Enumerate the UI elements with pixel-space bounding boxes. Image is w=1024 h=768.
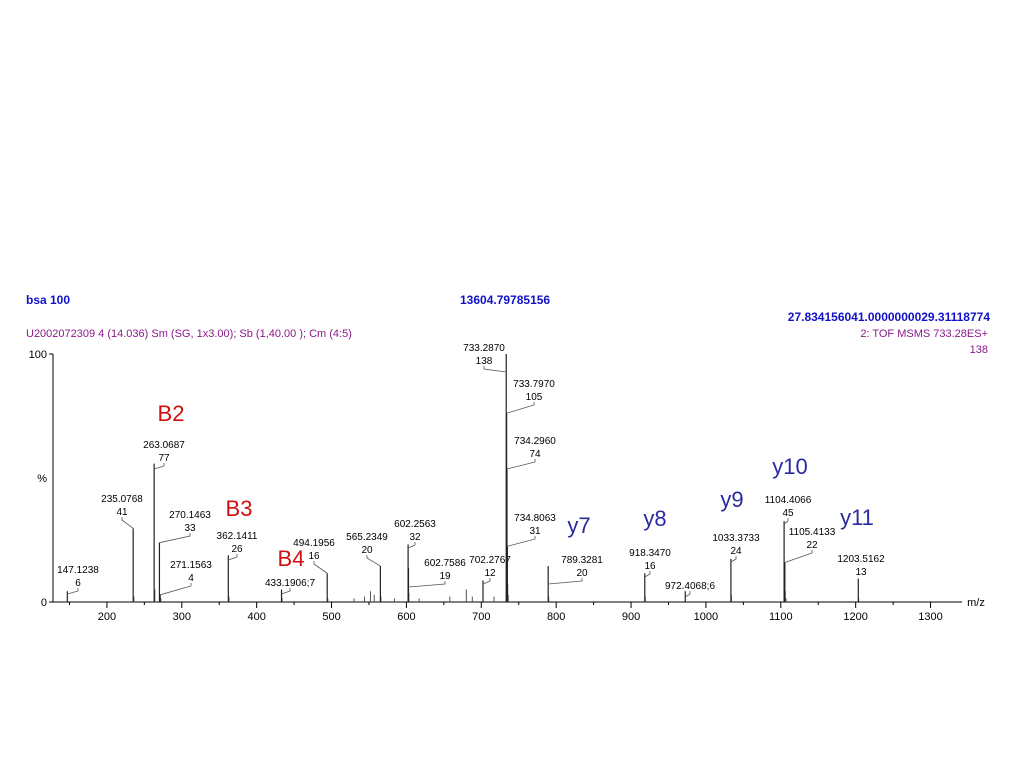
sample-name: bsa 100 — [26, 293, 71, 307]
peak-intensity-label: 6 — [75, 578, 81, 589]
peak-intensity-label: 13 — [855, 567, 867, 578]
retention-value: 27.834156041.0000000029.31118774 — [787, 310, 990, 324]
peak-intensity-label: 4 — [188, 573, 194, 584]
peak-leader-line — [483, 366, 507, 373]
scan-info: 2: TOF MSMS 733.28ES+ — [860, 328, 988, 340]
peak-leader-line — [281, 588, 291, 595]
peak-leader-line — [482, 578, 491, 585]
x-tick-label: 1200 — [843, 611, 867, 623]
ion-label-y7: y7 — [567, 513, 590, 538]
ion-label-b4: B4 — [278, 546, 305, 571]
peak-mz-label: 733.2870 — [463, 343, 505, 354]
peak-intensity-label: 24 — [730, 546, 742, 557]
peak-leader-line — [159, 533, 191, 544]
peak-mz-label: 733.7970 — [513, 379, 555, 390]
peak-mz-label: 263.0687 — [143, 440, 185, 451]
peak-mz-label: 602.7586 — [424, 558, 466, 569]
peak-mz-label: 602.2563 — [394, 519, 436, 530]
y-tick-label: 100 — [29, 349, 47, 361]
y-axis-label: % — [37, 473, 47, 485]
peak-mz-label: 1104.4066 — [765, 495, 812, 506]
peak-intensity-label: 12 — [484, 568, 496, 579]
peak-leader-line — [730, 556, 737, 563]
peak-intensity-label: 32 — [409, 532, 421, 543]
peak-intensity-label: 20 — [361, 545, 373, 556]
peak-mz-label: 235.0768 — [101, 494, 143, 505]
peak-mz-label: 1203.5162 — [837, 554, 885, 565]
peak-leader-line — [507, 536, 536, 547]
peak-mz-label: 433.1906;7 — [265, 578, 315, 589]
peak-intensity-label: 20 — [576, 568, 588, 579]
peak-intensity-label: 74 — [529, 449, 541, 460]
x-tick-label: 200 — [98, 611, 116, 623]
peak-mz-label: 494.1956 — [293, 538, 335, 549]
peak-intensity-label: 22 — [806, 540, 818, 551]
x-tick-label: 1000 — [694, 611, 718, 623]
peak-leader-line — [506, 459, 536, 470]
peak-intensity-label: 19 — [439, 571, 451, 582]
peak-intensity-label: 26 — [231, 544, 243, 555]
peak-mz-label: 270.1463 — [169, 510, 211, 521]
x-tick-label: 1100 — [769, 611, 793, 623]
x-tick-label: 300 — [173, 611, 191, 623]
peak-leader-line — [121, 517, 134, 529]
peak-mz-label: 734.2960 — [514, 436, 556, 447]
peak-mz-label: 918.3470 — [629, 548, 671, 559]
peak-mz-label: 271.1563 — [170, 560, 212, 571]
x-tick-label: 1300 — [918, 611, 942, 623]
peak-leader-line — [160, 583, 192, 596]
peak-leader-line — [408, 581, 446, 588]
peak-leader-line — [784, 550, 813, 563]
x-tick-label: 600 — [397, 611, 415, 623]
peak-intensity-label: 16 — [308, 551, 320, 562]
ion-label-y11: y11 — [840, 505, 874, 530]
peak-intensity-label: 77 — [158, 453, 170, 464]
peak-intensity-label: 45 — [782, 508, 794, 519]
peak-leader-line — [685, 591, 691, 598]
x-axis-label: m/z — [967, 597, 985, 609]
peak-mz-label: 147.1238 — [57, 565, 99, 576]
peak-mz-label: 1105.4133 — [789, 527, 836, 538]
x-tick-label: 800 — [547, 611, 565, 623]
peak-intensity-label: 105 — [526, 392, 543, 403]
peak-leader-line — [644, 571, 651, 578]
peak-intensity-label: 33 — [184, 523, 196, 534]
max-intensity: 138 — [969, 344, 988, 356]
y-tick-label: 0 — [41, 597, 47, 609]
x-tick-label: 400 — [247, 611, 265, 623]
peak-leader-line — [407, 542, 416, 549]
peak-mz-label: 362.1411 — [217, 531, 258, 542]
peak-intensity-label: 138 — [476, 356, 493, 367]
peak-leader-line — [366, 555, 381, 567]
x-tick-label: 700 — [472, 611, 490, 623]
x-tick-label: 500 — [322, 611, 340, 623]
peak-mz-label: 1033.3733 — [712, 533, 760, 544]
peak-leader-line — [228, 554, 238, 561]
peak-leader-line — [154, 463, 165, 470]
peak-intensity-label: 16 — [644, 561, 656, 572]
ion-label-y8: y8 — [643, 506, 666, 531]
peak-intensity-label: 41 — [116, 507, 128, 518]
ion-label-b3: B3 — [226, 496, 253, 521]
peak-mz-label: 565.2349 — [346, 532, 388, 543]
ion-label-b2: B2 — [158, 401, 185, 426]
ion-label-y10: y10 — [772, 454, 807, 479]
peak-leader-line — [506, 402, 535, 414]
peak-leader-line — [313, 561, 328, 574]
peak-mz-label: 734.8063 — [514, 513, 556, 524]
peak-leader-line — [783, 518, 789, 525]
peak-leader-line — [548, 578, 583, 585]
peak-mz-label: 702.2767 — [469, 555, 511, 566]
ion-label-y9: y9 — [720, 487, 743, 512]
base-peak-value: 13604.79785156 — [460, 293, 551, 307]
peak-intensity-label: 31 — [529, 526, 541, 537]
peak-mz-label: 972.4068;6 — [665, 581, 715, 592]
peak-leader-line — [67, 588, 79, 595]
peak-mz-label: 789.3281 — [561, 555, 603, 566]
file-info: U2002072309 4 (14.036) Sm (SG, 1x3.00); … — [26, 328, 352, 340]
x-tick-label: 900 — [622, 611, 640, 623]
